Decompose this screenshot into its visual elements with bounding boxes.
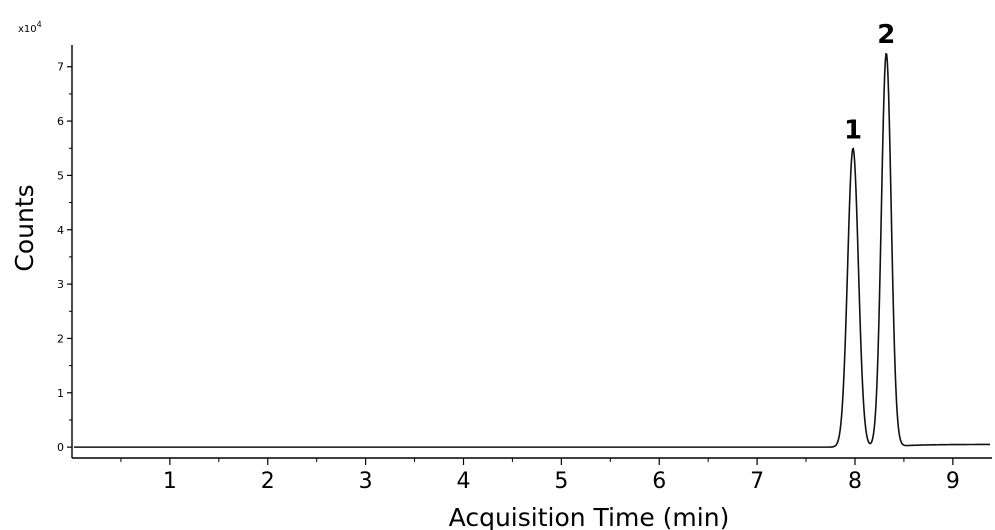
y-tick-label: 2 xyxy=(57,332,64,345)
y-tick-label: 7 xyxy=(57,61,64,74)
x-tick-label: 9 xyxy=(946,469,960,494)
y-multiplier-base: x10 xyxy=(18,24,37,35)
x-tick-label: 6 xyxy=(652,469,666,494)
y-tick-label: 6 xyxy=(57,115,64,128)
peak-label: 1 xyxy=(844,115,862,145)
y-tick-label: 3 xyxy=(57,278,64,291)
x-axis-title: Acquisition Time (min) xyxy=(449,503,730,530)
axes xyxy=(71,45,992,459)
x-tick-label: 3 xyxy=(359,469,373,494)
peak-labels: 12 xyxy=(844,20,895,145)
series-layer xyxy=(73,52,991,448)
y-tick-label: 1 xyxy=(57,387,64,400)
y-tick-label: 4 xyxy=(57,224,64,237)
x-tick-label: 2 xyxy=(261,469,275,494)
series-line xyxy=(73,52,991,448)
y-multiplier-exponent: 4 xyxy=(37,20,42,29)
y-tick-label: 5 xyxy=(57,169,64,182)
peak-label: 2 xyxy=(877,20,895,50)
x-ticks: 1 2 3 4 5 6 7 8 9 xyxy=(120,458,960,494)
x-tick-label: 8 xyxy=(848,469,862,494)
x-tick-label: 7 xyxy=(750,469,764,494)
y-tick-label: 0 xyxy=(57,441,64,454)
x-tick-label: 5 xyxy=(554,469,568,494)
y-ticks: 0 1 2 3 4 5 6 7 xyxy=(57,61,72,454)
y-multiplier: x104 xyxy=(18,20,42,35)
x-tick-label: 4 xyxy=(456,469,470,494)
y-axis-title: Counts xyxy=(10,184,39,271)
x-tick-label: 1 xyxy=(163,469,177,494)
